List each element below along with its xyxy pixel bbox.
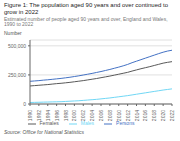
svg-text:1994: 1994 xyxy=(45,110,51,121)
svg-text:2014: 2014 xyxy=(134,110,140,121)
html-text:Males: Males xyxy=(80,120,95,127)
html-text:Number: Number xyxy=(4,30,22,37)
svg-text:2000: 2000 xyxy=(71,110,77,121)
svg-text:2010: 2010 xyxy=(116,110,122,121)
svg-text:2008: 2008 xyxy=(107,110,113,121)
svg-text:1998: 1998 xyxy=(63,110,69,121)
svg-text:2016: 2016 xyxy=(142,110,148,121)
html-text:Source: Office for National St: Source: Office for National Statistics xyxy=(4,129,84,136)
svg-text:2004: 2004 xyxy=(89,110,95,121)
svg-text:2022: 2022 xyxy=(169,110,172,121)
svg-text:1992: 1992 xyxy=(36,110,42,121)
svg-text:1990: 1990 xyxy=(27,110,33,121)
svg-text:2006: 2006 xyxy=(98,110,104,121)
svg-text:2002: 2002 xyxy=(80,110,86,121)
svg-text:0: 0 xyxy=(23,101,26,107)
html-text:Figure 1: The population aged: Figure 1: The population aged 90 years a… xyxy=(4,2,168,15)
html-text:Females: Females xyxy=(39,120,59,127)
svg-text:2020: 2020 xyxy=(160,110,166,121)
svg-text:2012: 2012 xyxy=(125,110,131,121)
html-text:Persons: Persons xyxy=(116,120,135,127)
svg-text:1996: 1996 xyxy=(54,110,60,121)
svg-text:500,000: 500,000 xyxy=(8,43,26,49)
html-text:Estimated number of people age: Estimated number of people aged 90 years… xyxy=(4,15,168,28)
svg-text:2018: 2018 xyxy=(151,110,157,121)
svg-text:250,000: 250,000 xyxy=(8,72,26,78)
